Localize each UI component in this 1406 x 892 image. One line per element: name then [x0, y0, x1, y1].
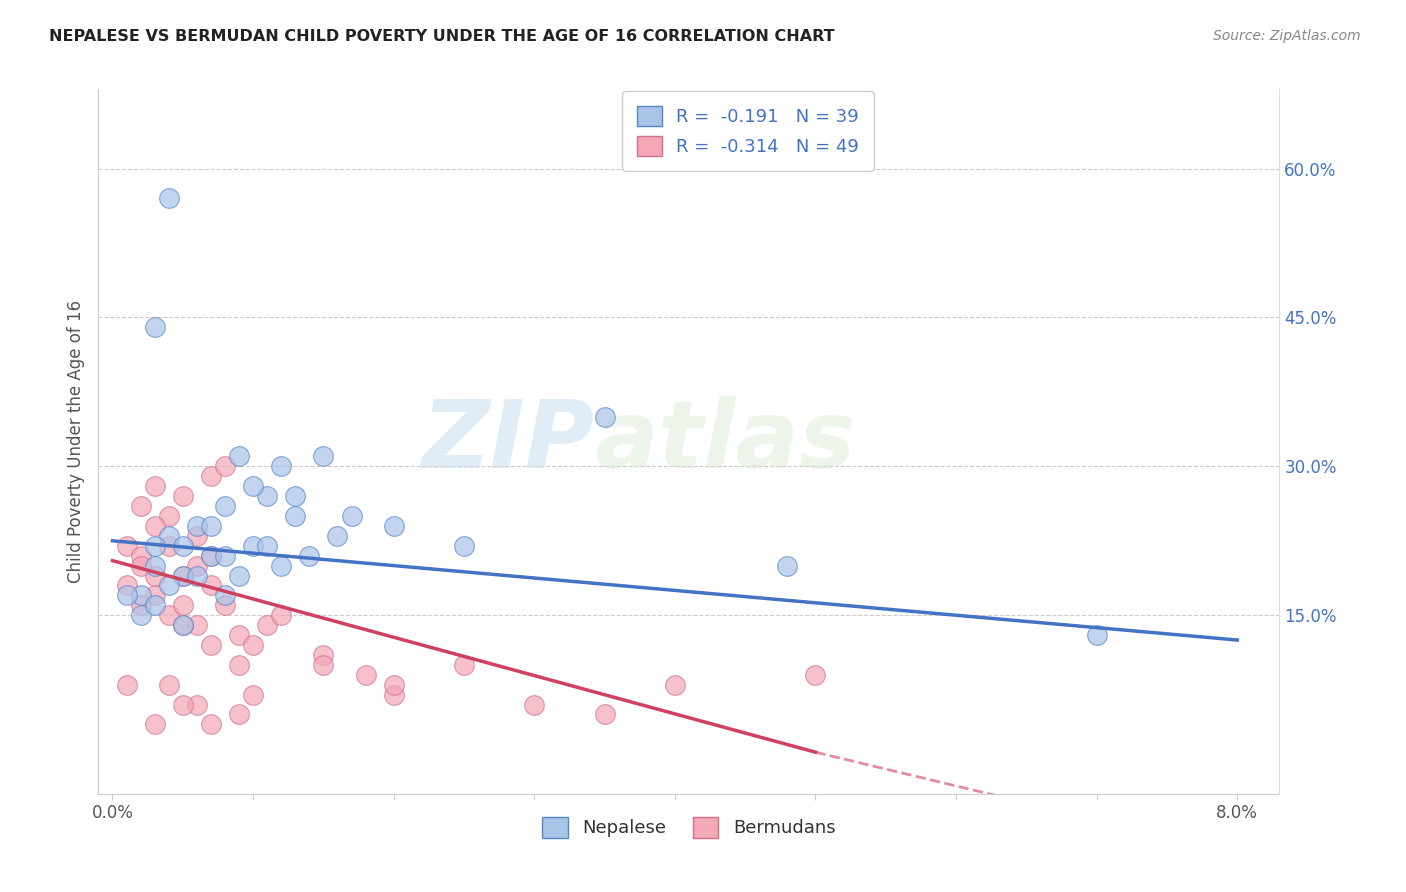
- Point: [453, 539, 475, 553]
- Point: [298, 549, 321, 563]
- Point: [115, 539, 138, 553]
- Point: [214, 459, 236, 474]
- Point: [186, 618, 208, 632]
- Point: [200, 638, 222, 652]
- Point: [143, 717, 166, 731]
- Point: [312, 648, 335, 662]
- Point: [228, 628, 250, 642]
- Point: [115, 678, 138, 692]
- Point: [129, 558, 152, 573]
- Point: [382, 519, 405, 533]
- Point: [593, 707, 616, 722]
- Point: [143, 519, 166, 533]
- Point: [157, 678, 180, 692]
- Point: [143, 479, 166, 493]
- Point: [270, 459, 292, 474]
- Point: [312, 450, 335, 464]
- Point: [214, 499, 236, 513]
- Point: [214, 588, 236, 602]
- Point: [157, 578, 180, 592]
- Point: [115, 578, 138, 592]
- Point: [523, 698, 546, 712]
- Point: [129, 588, 152, 602]
- Point: [200, 549, 222, 563]
- Point: [172, 568, 194, 582]
- Point: [664, 678, 686, 692]
- Point: [200, 519, 222, 533]
- Point: [340, 508, 363, 523]
- Point: [129, 599, 152, 613]
- Point: [143, 568, 166, 582]
- Point: [129, 608, 152, 623]
- Point: [143, 320, 166, 334]
- Point: [200, 578, 222, 592]
- Point: [382, 678, 405, 692]
- Point: [186, 519, 208, 533]
- Point: [256, 539, 278, 553]
- Text: atlas: atlas: [595, 395, 856, 488]
- Legend: Nepalese, Bermudans: Nepalese, Bermudans: [536, 809, 842, 845]
- Text: Source: ZipAtlas.com: Source: ZipAtlas.com: [1213, 29, 1361, 43]
- Point: [157, 508, 180, 523]
- Point: [228, 657, 250, 672]
- Point: [200, 549, 222, 563]
- Point: [143, 588, 166, 602]
- Y-axis label: Child Poverty Under the Age of 16: Child Poverty Under the Age of 16: [66, 300, 84, 583]
- Point: [172, 568, 194, 582]
- Point: [228, 707, 250, 722]
- Point: [382, 688, 405, 702]
- Point: [284, 508, 307, 523]
- Point: [143, 599, 166, 613]
- Point: [242, 539, 264, 553]
- Point: [593, 409, 616, 424]
- Point: [214, 549, 236, 563]
- Point: [129, 549, 152, 563]
- Point: [256, 618, 278, 632]
- Point: [186, 698, 208, 712]
- Point: [129, 499, 152, 513]
- Point: [157, 529, 180, 543]
- Point: [242, 638, 264, 652]
- Text: ZIP: ZIP: [422, 395, 595, 488]
- Point: [354, 667, 377, 681]
- Point: [157, 539, 180, 553]
- Point: [228, 568, 250, 582]
- Point: [186, 558, 208, 573]
- Point: [172, 618, 194, 632]
- Point: [1085, 628, 1108, 642]
- Point: [256, 489, 278, 503]
- Point: [172, 618, 194, 632]
- Point: [453, 657, 475, 672]
- Point: [143, 558, 166, 573]
- Point: [157, 191, 180, 205]
- Point: [228, 450, 250, 464]
- Point: [115, 588, 138, 602]
- Point: [270, 558, 292, 573]
- Point: [172, 489, 194, 503]
- Point: [200, 469, 222, 483]
- Point: [157, 608, 180, 623]
- Text: NEPALESE VS BERMUDAN CHILD POVERTY UNDER THE AGE OF 16 CORRELATION CHART: NEPALESE VS BERMUDAN CHILD POVERTY UNDER…: [49, 29, 835, 44]
- Point: [172, 599, 194, 613]
- Point: [270, 608, 292, 623]
- Point: [326, 529, 349, 543]
- Point: [172, 698, 194, 712]
- Point: [186, 529, 208, 543]
- Point: [172, 539, 194, 553]
- Point: [312, 657, 335, 672]
- Point: [776, 558, 799, 573]
- Point: [143, 539, 166, 553]
- Point: [242, 479, 264, 493]
- Point: [284, 489, 307, 503]
- Point: [200, 717, 222, 731]
- Point: [214, 599, 236, 613]
- Point: [804, 667, 827, 681]
- Point: [242, 688, 264, 702]
- Point: [186, 568, 208, 582]
